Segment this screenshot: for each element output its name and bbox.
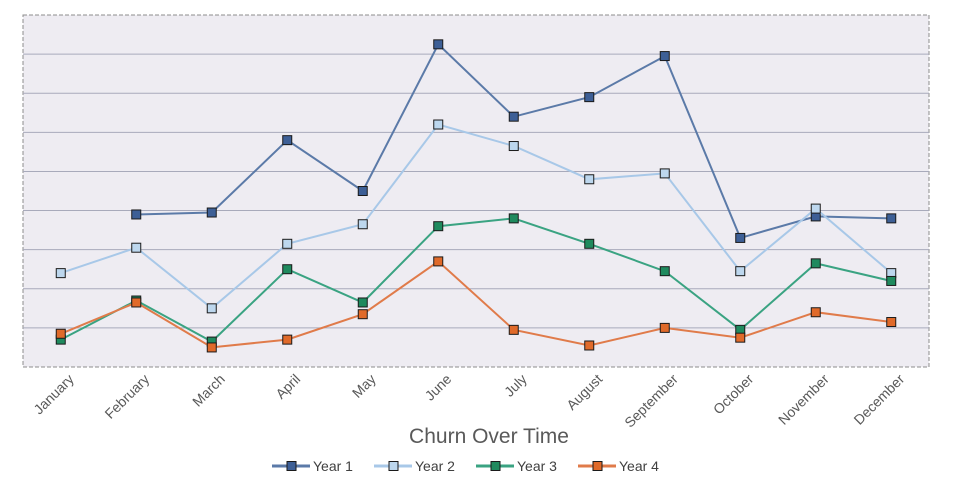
data-point-marker: [508, 141, 519, 152]
series-2: [55, 119, 897, 314]
x-tick-label: July: [501, 371, 530, 400]
data-point-marker: [810, 203, 821, 214]
data-point-marker: [886, 213, 897, 224]
data-point-marker: [433, 256, 444, 267]
legend-marker: [490, 461, 501, 471]
legend: Year 1 Year 2 Year 3 Year 4: [272, 458, 659, 474]
series-1: [131, 39, 897, 243]
data-point-marker: [206, 207, 217, 218]
data-point-marker: [508, 111, 519, 122]
data-point-marker: [55, 328, 66, 339]
legend-label: Year 3: [517, 458, 557, 474]
legend-item: Year 4: [578, 458, 659, 474]
data-point-marker: [659, 322, 670, 333]
series-3: [55, 213, 897, 347]
x-tick-label: June: [422, 371, 455, 404]
legend-marker: [592, 461, 603, 471]
x-tick-label: May: [349, 371, 379, 401]
data-point-marker: [584, 174, 595, 185]
x-tick-label: August: [563, 371, 605, 413]
data-point-marker: [357, 186, 368, 196]
data-point-marker: [659, 51, 670, 62]
legend-label: Year 4: [619, 458, 659, 474]
series-4: [55, 256, 897, 353]
data-point-marker: [282, 264, 293, 275]
data-point-marker: [659, 266, 670, 277]
series-layer: [55, 39, 897, 353]
gridlines: [23, 53, 929, 329]
data-point-marker: [282, 334, 293, 345]
data-point-marker: [55, 268, 66, 279]
legend-item: Year 2: [374, 458, 455, 474]
data-point-marker: [810, 258, 821, 269]
data-point-marker: [433, 119, 444, 130]
x-tick-label: October: [710, 371, 757, 418]
data-point-marker: [508, 213, 519, 224]
data-point-marker: [357, 297, 368, 308]
series-line: [60, 123, 892, 310]
chart-title: Churn Over Time: [409, 425, 569, 448]
x-tick-label: March: [189, 371, 228, 410]
x-tick-label: September: [621, 371, 681, 431]
data-point-marker: [584, 92, 595, 103]
data-point-marker: [131, 209, 142, 220]
data-point-marker: [131, 242, 142, 253]
plot-area: [22, 14, 930, 368]
data-point-marker: [584, 340, 595, 351]
legend-item: Year 3: [476, 458, 557, 474]
series-line: [60, 260, 892, 349]
data-point-marker: [886, 275, 897, 286]
data-point-marker: [659, 168, 670, 179]
x-axis-tick-labels: January February March April May June July Augu…: [30, 371, 907, 431]
data-point-marker: [735, 332, 746, 343]
data-point-marker: [735, 232, 746, 243]
data-point-marker: [433, 39, 444, 50]
legend-marker: [286, 461, 297, 471]
x-tick-label: December: [850, 371, 907, 428]
x-tick-label: January: [30, 371, 77, 418]
legend-label: Year 1: [313, 458, 353, 474]
data-point-marker: [206, 342, 217, 353]
legend-marker: [388, 461, 399, 471]
data-point-marker: [886, 317, 897, 328]
data-point-marker: [735, 266, 746, 277]
series-line: [60, 217, 892, 343]
data-point-marker: [131, 297, 142, 308]
data-point-marker: [508, 324, 519, 335]
data-point-marker: [357, 309, 368, 320]
data-point-marker: [206, 303, 217, 314]
legend-label: Year 2: [415, 458, 455, 474]
data-point-marker: [810, 307, 821, 318]
x-tick-label: November: [775, 371, 832, 428]
data-point-marker: [282, 238, 293, 249]
x-tick-label: February: [101, 371, 152, 422]
data-point-marker: [282, 135, 293, 146]
x-tick-label: April: [272, 371, 303, 402]
data-point-marker: [357, 219, 368, 230]
data-point-marker: [433, 221, 444, 232]
data-point-marker: [584, 238, 595, 249]
legend-item: Year 1: [272, 458, 353, 474]
